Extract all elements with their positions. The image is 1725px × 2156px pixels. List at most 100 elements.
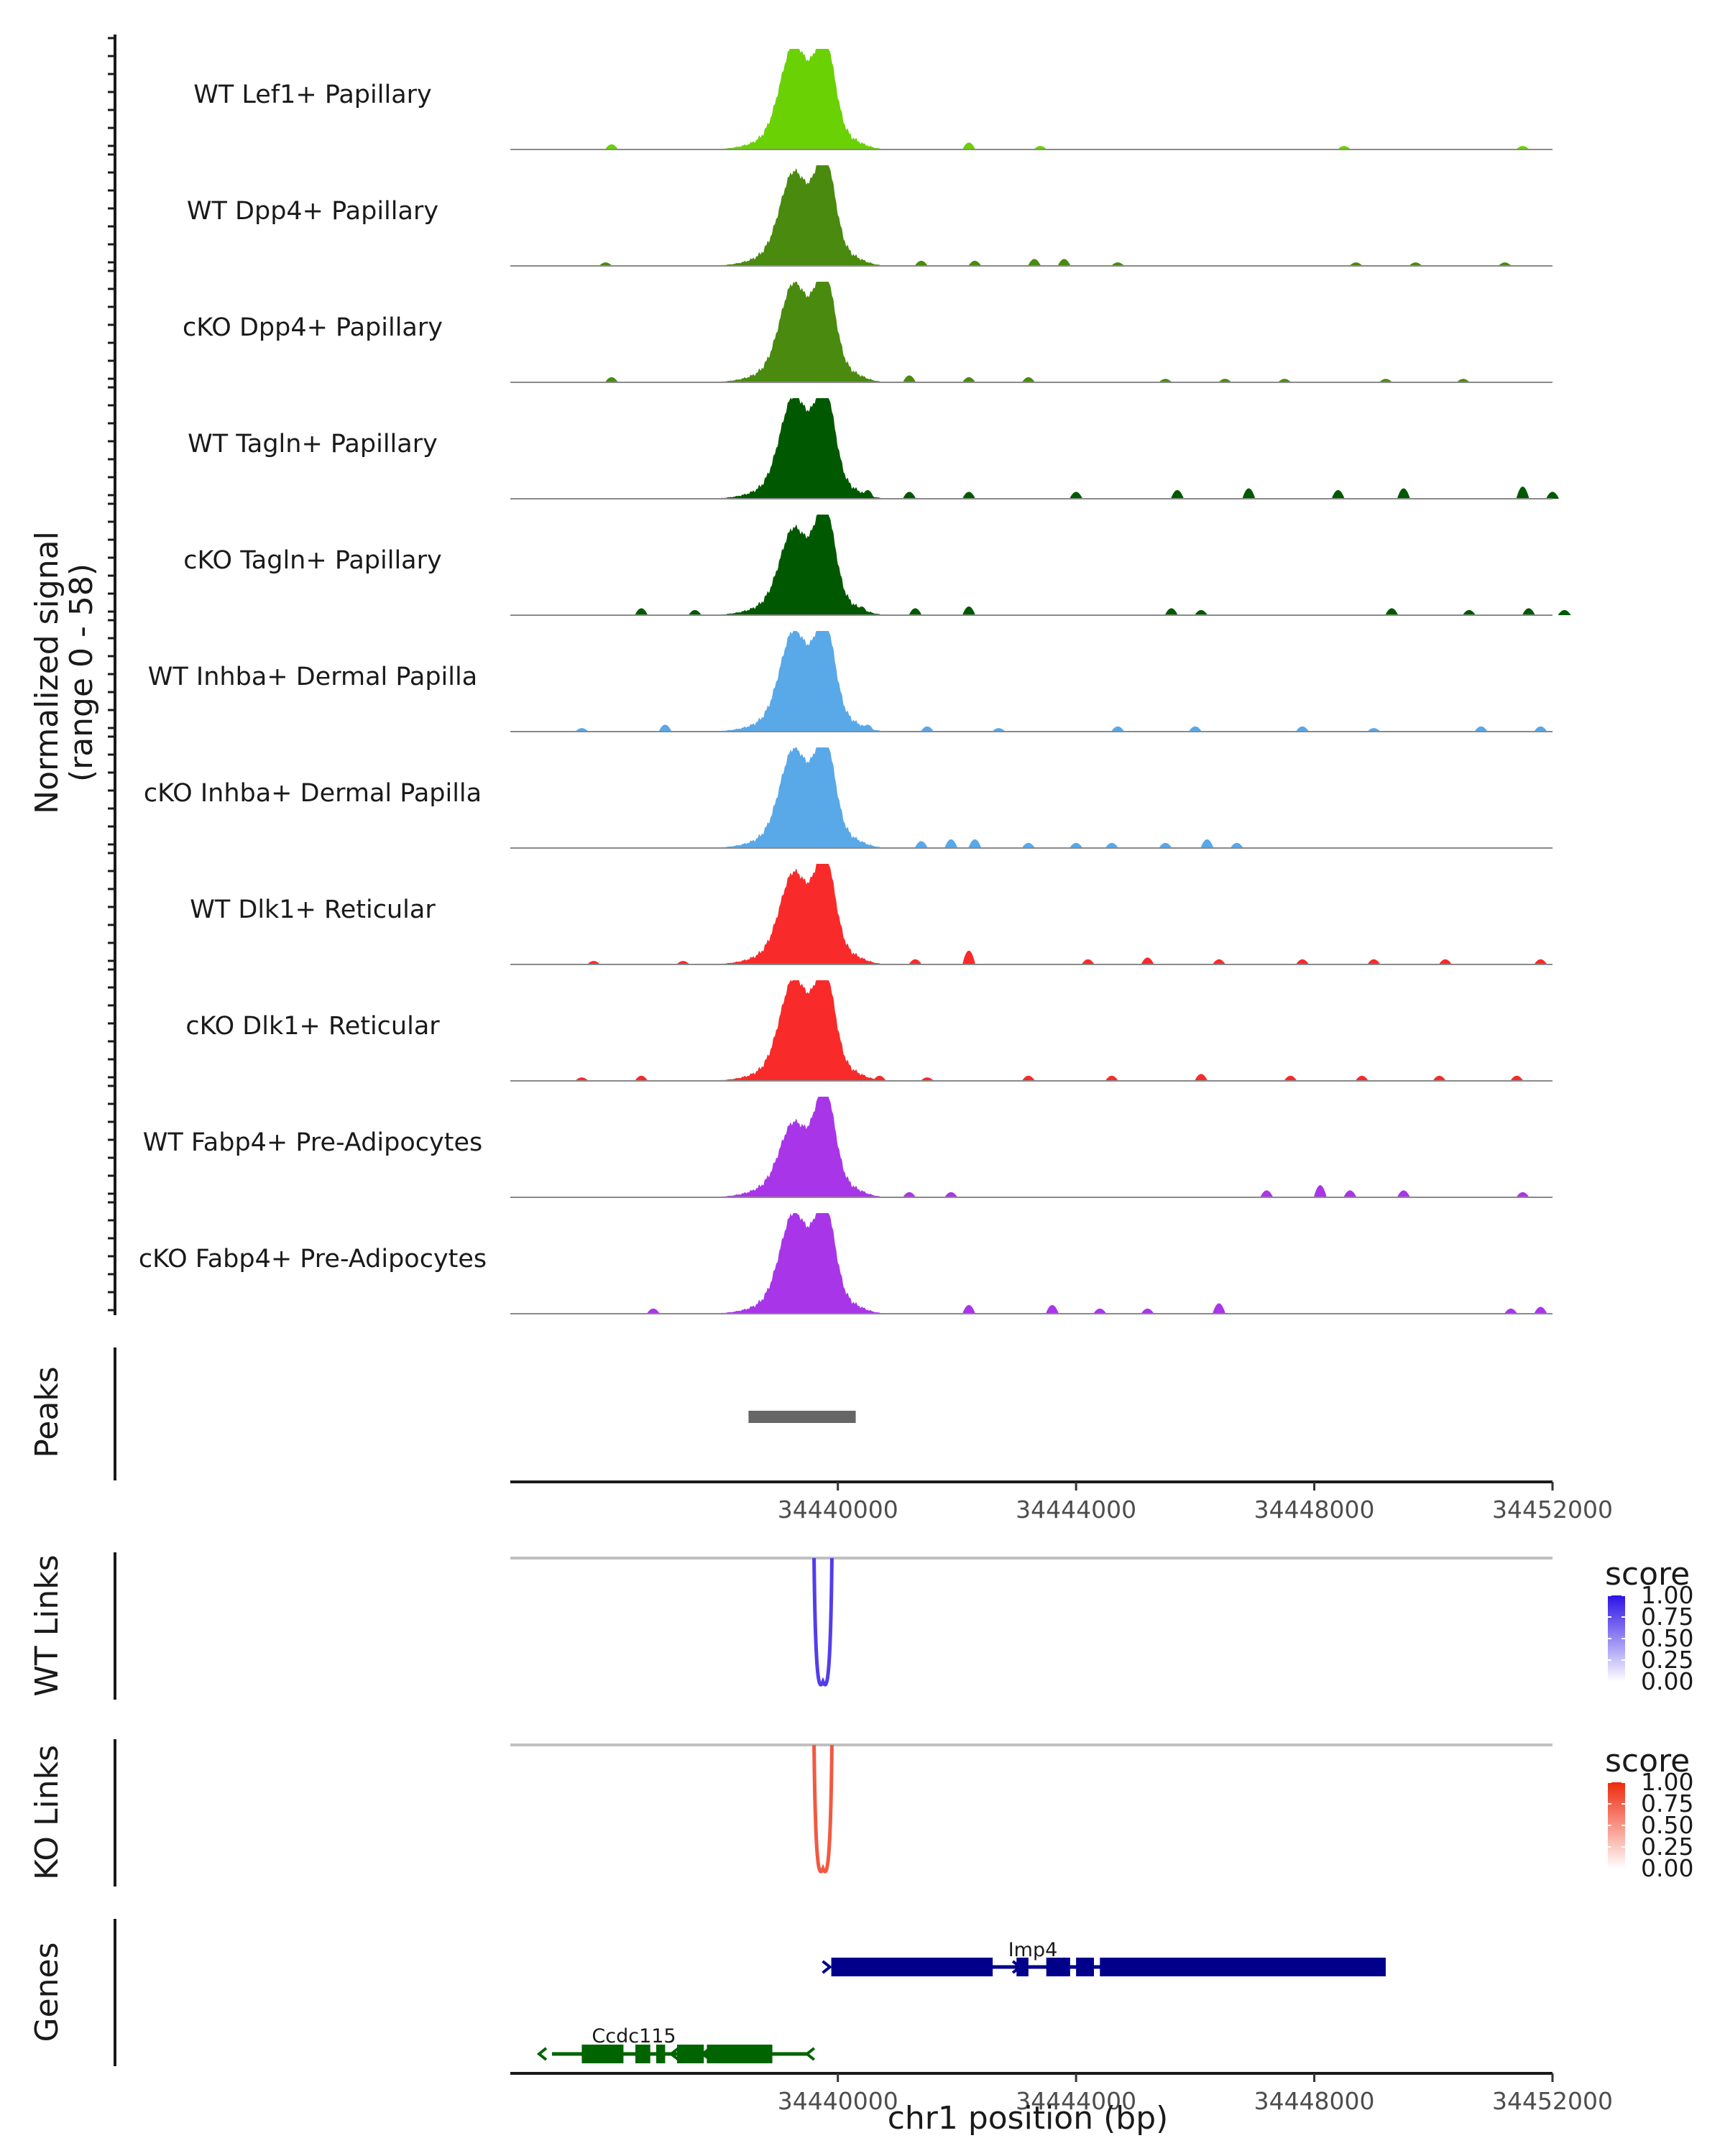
coverage-bump — [1534, 959, 1547, 964]
coverage-track: cKO Fabp4+ Pre-Adipocytes — [139, 1213, 1552, 1314]
links-label: KO Links — [29, 1745, 65, 1880]
gene-exon — [635, 2045, 650, 2063]
coverage-bump — [962, 950, 975, 964]
legend-title: score — [1605, 1743, 1690, 1779]
coverage-peak — [712, 864, 903, 964]
coverage-track: WT Dpp4+ Papillary — [187, 165, 1552, 267]
x-axis-bottom-tick-label: 34448000 — [1254, 2087, 1375, 2115]
coverage-bump — [1171, 489, 1184, 499]
coverage-tracks: WT Lef1+ Papillary WT Dpp4+ Papillary cKO … — [139, 49, 1571, 1314]
coverage-bump — [1057, 259, 1071, 266]
coverage-bump — [944, 839, 958, 848]
strand-arrow — [1081, 1960, 1092, 1974]
coverage-peak — [712, 398, 903, 499]
gene-exon — [707, 2045, 773, 2063]
coverage-bump — [676, 961, 690, 964]
x-axis-bottom-tick-label: 34440000 — [778, 2087, 898, 2115]
coverage-bump — [688, 609, 702, 615]
coverage-bump — [962, 142, 975, 149]
coverage-bump — [575, 1077, 589, 1081]
legend-tick-label: 1.00 — [1641, 1581, 1693, 1609]
coverage-track-label: WT Dpp4+ Papillary — [187, 197, 438, 226]
coverage-bump — [1081, 959, 1095, 964]
gene-name: Imp4 — [1008, 1939, 1058, 1961]
coverage-bump — [1093, 1308, 1107, 1314]
coverage-peak — [712, 1097, 903, 1197]
strand-arrow — [1054, 1960, 1065, 1974]
strand-arrow — [804, 2047, 816, 2061]
legend-tick-label: 0.50 — [1641, 1811, 1693, 1839]
coverage-track: cKO Tagln+ Papillary — [183, 515, 1571, 616]
coverage-bump — [760, 489, 773, 499]
coverage-track: WT Lef1+ Papillary — [193, 49, 1552, 150]
coverage-bump — [1034, 146, 1047, 149]
coverage-bump — [1028, 259, 1041, 266]
coverage-bump — [1498, 262, 1512, 266]
coverage-bump — [1558, 609, 1571, 615]
coverage-track-label: WT Lef1+ Papillary — [193, 80, 432, 109]
coverage-bump — [1159, 379, 1172, 382]
coverage-bump — [908, 608, 922, 615]
coverage-bump — [658, 724, 672, 732]
coverage-bump — [604, 144, 618, 149]
coverage-bump — [1195, 609, 1208, 615]
peaks-layer — [748, 1411, 856, 1423]
coverage-bump — [1213, 959, 1225, 964]
coverage-bump — [1355, 1075, 1368, 1081]
legend-tick-label: 0.75 — [1641, 1603, 1693, 1631]
coverage-peak — [712, 165, 903, 266]
coverage-bump — [1367, 728, 1381, 732]
coverage-bump — [599, 262, 612, 266]
coverage-bump — [843, 259, 857, 266]
peak-region — [748, 1411, 856, 1423]
coverage-bump — [646, 1308, 660, 1314]
coverage-bump — [914, 841, 928, 848]
coverage-bump — [748, 1190, 761, 1197]
coverage-bump — [962, 606, 975, 615]
coverage-bump — [1534, 1307, 1547, 1314]
coverage-bump — [754, 959, 767, 964]
x-axis-bottom-tick-label: 34444000 — [1016, 2087, 1136, 2115]
coverage-bump — [855, 606, 868, 615]
strand-arrow — [822, 1960, 832, 1974]
coverage-bump — [1438, 959, 1452, 964]
coverage-bump — [635, 1075, 648, 1081]
coverage-bump — [903, 375, 916, 382]
coverage-track: cKO Dlk1+ Reticular — [185, 980, 1552, 1082]
link-arc — [812, 1557, 834, 1687]
coverage-bump — [962, 377, 975, 382]
x-axis-top-tick-label: 34448000 — [1254, 1496, 1375, 1524]
coverage-track: WT Fabp4+ Pre-Adipocytes — [143, 1097, 1552, 1198]
x-axis-top-tick-label: 34440000 — [778, 1496, 898, 1524]
coverage-bump — [1111, 262, 1125, 266]
coverage-track-label: WT Fabp4+ Pre-Adipocytes — [143, 1128, 482, 1157]
coverage-bump — [962, 492, 975, 499]
legend-tick-label: 0.00 — [1641, 1854, 1693, 1882]
coverage-bump — [968, 260, 982, 266]
coverage-bump — [1409, 262, 1422, 266]
coverage-bump — [1218, 379, 1232, 382]
coverage-bump — [1296, 726, 1309, 732]
coverage-bump — [903, 492, 916, 499]
coverage-bump — [861, 724, 875, 732]
coverage-bump — [921, 1077, 934, 1081]
coverage-bump — [1474, 726, 1488, 732]
legend-title: score — [1605, 1556, 1690, 1593]
coverage-bump — [1141, 957, 1154, 964]
coverage-bump — [813, 837, 827, 848]
coverage-bump — [1105, 1075, 1118, 1081]
gene-exon — [1046, 1958, 1070, 1976]
coverage-bump — [760, 1308, 773, 1314]
coverage-track: WT Tagln+ Papillary — [188, 398, 1559, 499]
coverage-track-label: WT Dlk1+ Reticular — [190, 895, 436, 924]
coverage-bump — [903, 1192, 916, 1197]
legend-tick-label: 1.00 — [1641, 1768, 1693, 1796]
coverage-peak — [712, 747, 903, 848]
strand-arrow — [536, 2047, 548, 2061]
coverage-bump — [587, 961, 600, 964]
coverage-bump — [873, 1075, 886, 1081]
coverage-bump — [861, 489, 875, 499]
